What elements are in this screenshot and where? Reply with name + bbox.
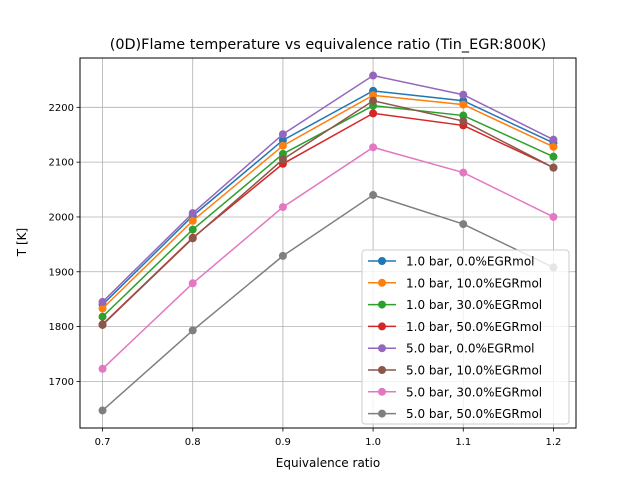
series-7 — [98, 143, 558, 373]
plot-frame — [79, 57, 577, 429]
legend-label: 1.0 bar, 30.0%EGRmol — [406, 298, 542, 312]
legend-marker — [378, 322, 386, 331]
legend-marker — [378, 278, 386, 287]
data-point — [369, 96, 378, 105]
legend-marker — [378, 387, 386, 396]
legend-entry: 1.0 bar, 30.0%EGRmol — [368, 298, 542, 312]
data-point — [98, 312, 107, 321]
data-point — [369, 109, 378, 118]
data-point — [459, 90, 468, 99]
data-point — [98, 320, 107, 329]
x-tick-label: 1.0 — [365, 437, 381, 448]
x-tick-label: 1.2 — [546, 437, 562, 448]
data-point — [459, 111, 468, 120]
legend-marker — [378, 366, 386, 374]
legend: 1.0 bar, 0.0%EGRmol 1.0 bar, 10.0%EGRmol 1… — [361, 249, 570, 425]
legend-marker — [378, 257, 386, 265]
data-point — [549, 135, 558, 144]
data-point — [459, 100, 468, 109]
data-point — [278, 149, 287, 158]
grid — [80, 58, 576, 428]
data-point — [459, 168, 468, 177]
y-axis-label: T [K] — [15, 228, 29, 257]
legend-label: 1.0 bar, 50.0%EGRmol — [406, 320, 542, 334]
data-point — [98, 297, 107, 306]
legend-label: 1.0 bar, 10.0%EGRmol — [406, 276, 542, 290]
data-point — [459, 117, 468, 126]
y-tick-label: 1800 — [49, 322, 74, 333]
data-point — [369, 191, 378, 200]
y-tick-label: 2000 — [49, 212, 74, 223]
y-tick-label: 2200 — [49, 103, 74, 114]
data-point — [459, 220, 468, 229]
legend-entry: 1.0 bar, 0.0%EGRmol — [368, 255, 535, 269]
series-layer — [98, 71, 558, 415]
series-6 — [98, 96, 558, 329]
data-point — [188, 279, 197, 288]
x-tick-label: 1.1 — [455, 437, 471, 448]
data-point — [278, 251, 287, 260]
x-tick-label: 0.7 — [95, 437, 111, 448]
series-2 — [98, 91, 558, 313]
data-point — [98, 406, 107, 415]
data-point — [369, 91, 378, 100]
legend-label: 5.0 bar, 10.0%EGRmol — [406, 364, 542, 378]
series-line — [102, 99, 554, 326]
x-tick-label: 0.9 — [275, 437, 291, 448]
series-5 — [98, 71, 558, 306]
data-point — [188, 234, 197, 243]
series-line — [102, 194, 554, 412]
legend-label: 5.0 bar, 0.0%EGRmol — [406, 342, 535, 356]
y-tick-label: 2100 — [49, 158, 74, 169]
data-point — [549, 142, 558, 151]
data-point — [188, 216, 197, 225]
data-point — [98, 364, 107, 373]
y-tick-label: 1900 — [49, 267, 74, 278]
data-point — [188, 209, 197, 218]
data-point — [278, 141, 287, 150]
series-line — [102, 90, 554, 306]
data-point — [98, 304, 107, 313]
y-axis-ticks: 1700 1800 1900 2000 2100 2200 — [49, 103, 80, 388]
legend-label: 5.0 bar, 50.0%EGRmol — [406, 407, 542, 421]
x-tick-label: 0.8 — [185, 437, 201, 448]
data-point — [188, 225, 197, 234]
data-point — [369, 71, 378, 80]
data-point — [549, 152, 558, 161]
legend-entry: 5.0 bar, 30.0%EGRmol — [368, 385, 542, 399]
legend-entry: 1.0 bar, 10.0%EGRmol — [368, 276, 542, 290]
data-point — [369, 143, 378, 152]
series-line — [102, 74, 554, 303]
data-point — [278, 136, 287, 145]
data-point — [549, 212, 558, 221]
y-tick-label: 1700 — [49, 377, 74, 388]
legend-entry: 5.0 bar, 0.0%EGRmol — [368, 342, 535, 356]
data-point — [549, 163, 558, 172]
legend-marker — [378, 300, 386, 309]
legend-marker — [378, 409, 386, 418]
legend-marker — [378, 344, 386, 353]
x-axis-ticks: 0.7 0.8 0.9 1.0 1.1 1.2 — [95, 428, 562, 448]
data-point — [278, 130, 287, 139]
legend-entry: 1.0 bar, 50.0%EGRmol — [368, 320, 542, 334]
legend-label: 1.0 bar, 0.0%EGRmol — [406, 255, 535, 269]
data-point — [278, 203, 287, 212]
x-axis-label: Equivalence ratio — [276, 456, 380, 470]
legend-label: 5.0 bar, 30.0%EGRmol — [406, 385, 542, 399]
chart-title: (0D)Flame temperature vs equivalence rat… — [110, 37, 547, 53]
legend-box — [361, 249, 570, 425]
legend-entry: 5.0 bar, 50.0%EGRmol — [368, 407, 542, 421]
series-line — [102, 146, 554, 370]
data-point — [188, 326, 197, 335]
data-point — [278, 155, 287, 164]
series-line — [102, 94, 554, 310]
legend-entry: 5.0 bar, 10.0%EGRmol — [368, 364, 542, 378]
